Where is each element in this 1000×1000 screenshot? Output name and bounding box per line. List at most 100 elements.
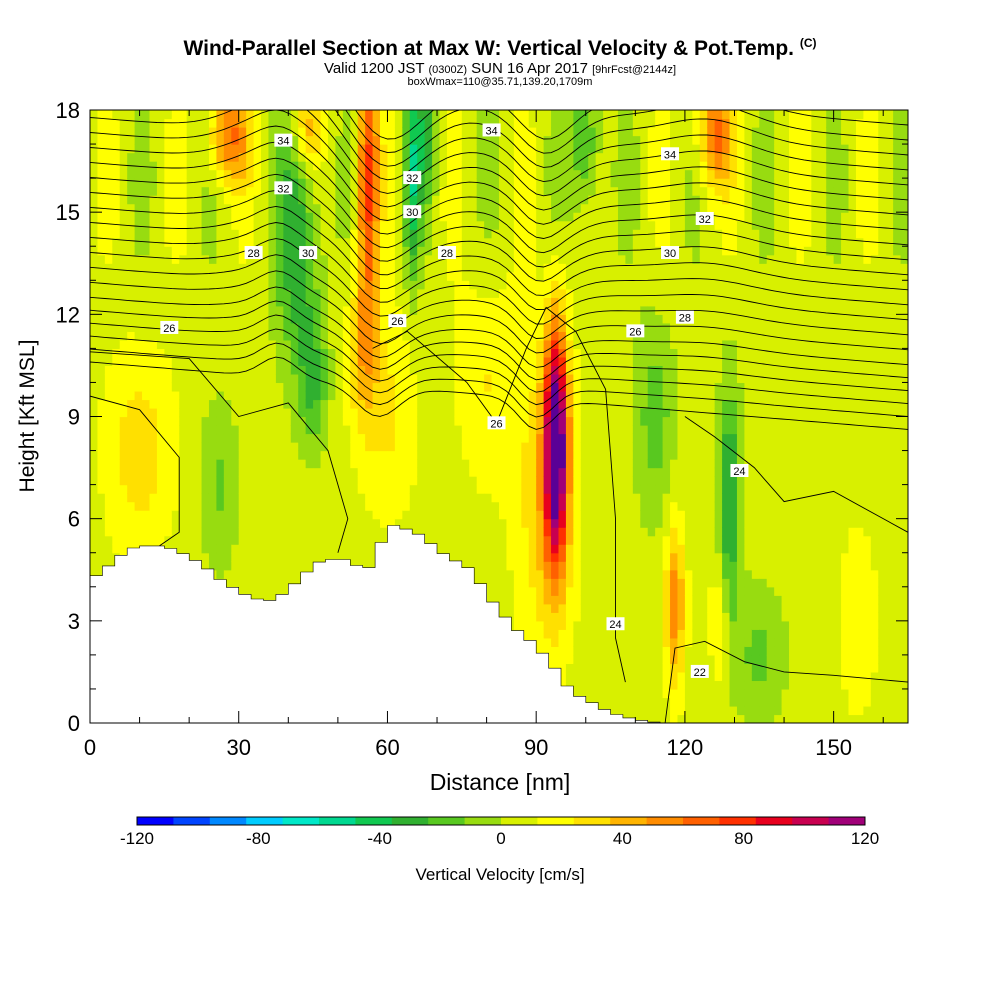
velocity-cell [357,425,366,435]
velocity-cell [506,527,515,537]
velocity-cell [179,161,188,171]
velocity-cell [595,688,604,699]
velocity-cell [357,220,366,230]
velocity-cell [164,433,173,443]
velocity-cell [461,135,470,145]
velocity-cell [387,365,396,375]
velocity-cell [305,229,314,239]
velocity-cell [558,220,567,230]
velocity-cell [476,518,485,528]
velocity-cell [134,220,143,230]
velocity-cell [528,450,537,460]
velocity-cell [387,271,396,281]
velocity-cell [342,220,351,230]
velocity-cell [417,144,426,154]
velocity-cell [186,373,195,384]
velocity-cell [580,118,589,128]
velocity-cell [223,569,232,579]
velocity-cell [521,186,530,196]
velocity-cell [208,450,218,460]
velocity-cell [90,356,99,367]
velocity-cell [305,322,314,332]
velocity-cell [380,476,389,486]
velocity-cell [424,373,433,384]
velocity-cell [275,356,284,367]
velocity-cell [551,654,560,664]
velocity-cell [588,688,597,699]
velocity-cell [194,348,203,358]
velocity-cell [573,271,582,281]
velocity-cell [104,527,113,537]
velocity-cell [461,552,470,562]
velocity-cell [156,110,165,120]
velocity-cell [409,186,418,196]
velocity-cell [580,510,589,520]
velocity-cell [380,186,389,196]
velocity-cell [313,407,322,418]
velocity-cell [97,314,106,324]
velocity-cell [156,365,165,375]
velocity-cell [350,467,359,477]
velocity-cell [528,314,537,324]
velocity-cell [104,339,113,349]
velocity-cell [201,535,210,545]
velocity-cell [246,331,255,341]
velocity-cell [342,552,351,562]
velocity-cell [595,246,604,256]
velocity-cell [380,271,389,281]
velocity-cell [506,297,515,307]
velocity-cell [573,612,582,622]
velocity-cell [194,186,203,196]
velocity-cell [580,493,589,503]
velocity-cell [357,493,366,503]
velocity-cell [283,552,292,562]
velocity-cell [156,169,165,179]
velocity-cell [97,229,106,239]
velocity-cell [216,356,225,367]
velocity-cell [216,254,225,264]
velocity-cell [484,305,493,315]
velocity-cell [164,459,173,469]
velocity-cell [595,178,604,188]
velocity-cell [342,365,351,375]
velocity-cell [350,459,359,469]
velocity-cell [275,425,284,435]
velocity-cell [290,288,299,298]
velocity-cell [491,484,500,494]
velocity-cell [558,229,567,239]
velocity-cell [394,493,403,503]
velocity-cell [156,237,165,247]
velocity-cell [380,433,389,443]
velocity-cell [298,169,307,179]
velocity-cell [134,169,143,179]
velocity-cell [528,135,537,145]
velocity-cell [342,212,351,222]
velocity-cell [238,527,247,537]
velocity-cell [142,493,151,503]
velocity-cell [201,220,210,230]
velocity-cell [134,373,143,384]
velocity-cell [134,442,143,452]
velocity-cell [238,510,247,520]
velocity-cell [580,280,589,290]
velocity-cell [417,161,426,171]
velocity-cell [565,629,574,639]
velocity-cell [142,254,151,264]
velocity-cell [119,135,128,145]
velocity-cell [112,254,121,264]
velocity-cell [142,501,151,511]
velocity-cell [461,382,470,392]
velocity-cell [528,561,537,571]
velocity-cell [565,637,574,647]
velocity-cell [469,544,478,554]
velocity-cell [357,501,366,511]
velocity-cell [335,212,344,222]
velocity-cell [238,314,247,324]
velocity-cell [320,467,329,477]
velocity-cell [536,484,545,494]
velocity-cell [521,399,530,409]
velocity-cell [275,493,284,503]
velocity-cell [588,203,597,213]
velocity-cell [127,314,136,324]
velocity-cell [350,476,359,486]
